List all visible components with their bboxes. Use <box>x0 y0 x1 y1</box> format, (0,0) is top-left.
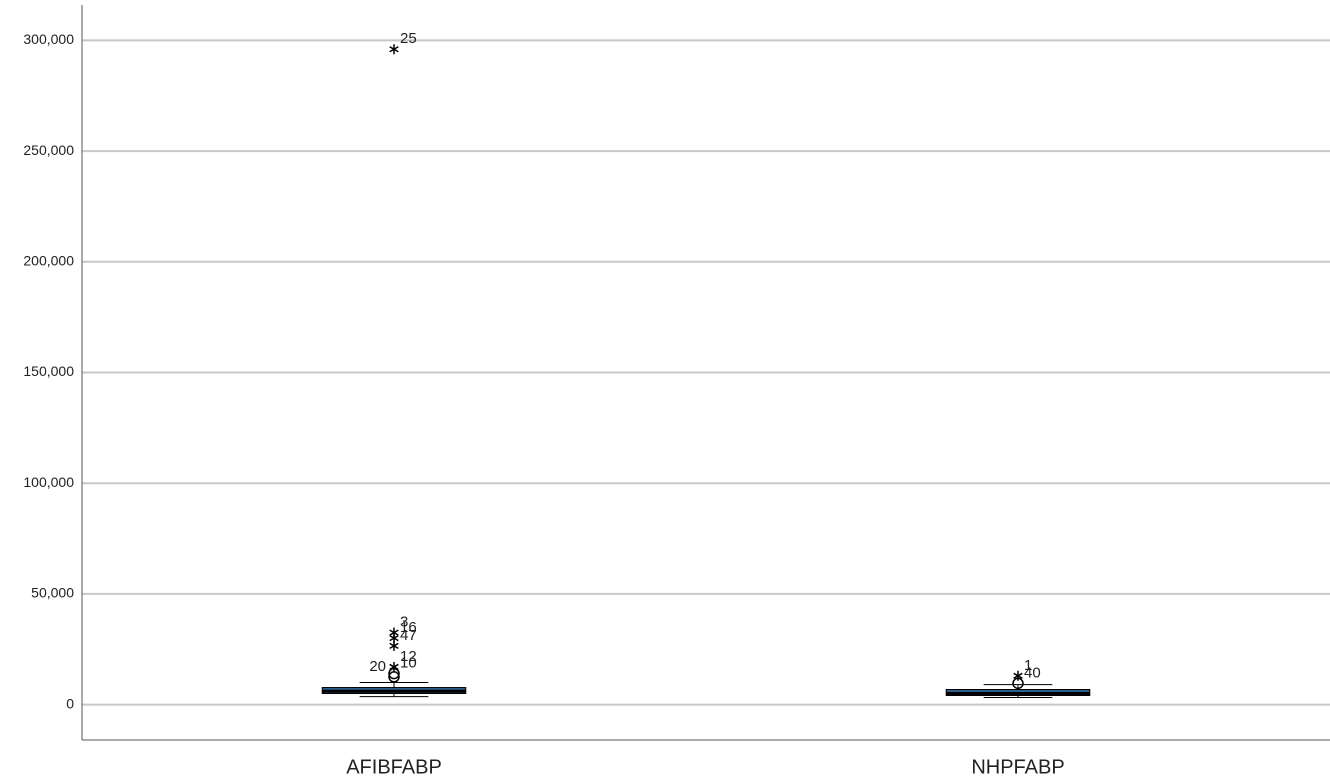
y-tick-label: 0 <box>66 695 74 711</box>
outlier-label: 1 <box>1024 657 1032 674</box>
outlier-label: 20 <box>369 658 386 675</box>
outlier-star <box>389 640 399 651</box>
y-tick-label: 200,000 <box>23 253 74 269</box>
outlier-star <box>389 44 399 55</box>
outlier-circle <box>388 671 400 683</box>
y-tick-label: 250,000 <box>23 142 74 158</box>
outlier-label: 40 <box>1024 664 1041 681</box>
outlier-star <box>389 661 399 672</box>
x-tick-label: AFIBFABP <box>346 756 442 778</box>
outlier-label: 16 <box>400 619 417 636</box>
y-tick-label: 150,000 <box>23 363 74 379</box>
y-tick-label: 50,000 <box>31 585 74 601</box>
y-tick-label: 300,000 <box>23 31 74 47</box>
outlier-label: 10 <box>400 655 417 672</box>
outlier-label: 47 <box>400 627 417 644</box>
outlier-label: 25 <box>400 30 417 47</box>
y-tick-label: 100,000 <box>23 474 74 490</box>
outlier-circle <box>388 667 400 680</box>
outlier-star <box>1013 670 1023 681</box>
x-tick-label: NHPFABP <box>971 756 1064 778</box>
outlier-label: 12 <box>400 648 417 665</box>
outlier-label: 3 <box>400 614 408 631</box>
outlier-circle <box>1012 677 1024 690</box>
